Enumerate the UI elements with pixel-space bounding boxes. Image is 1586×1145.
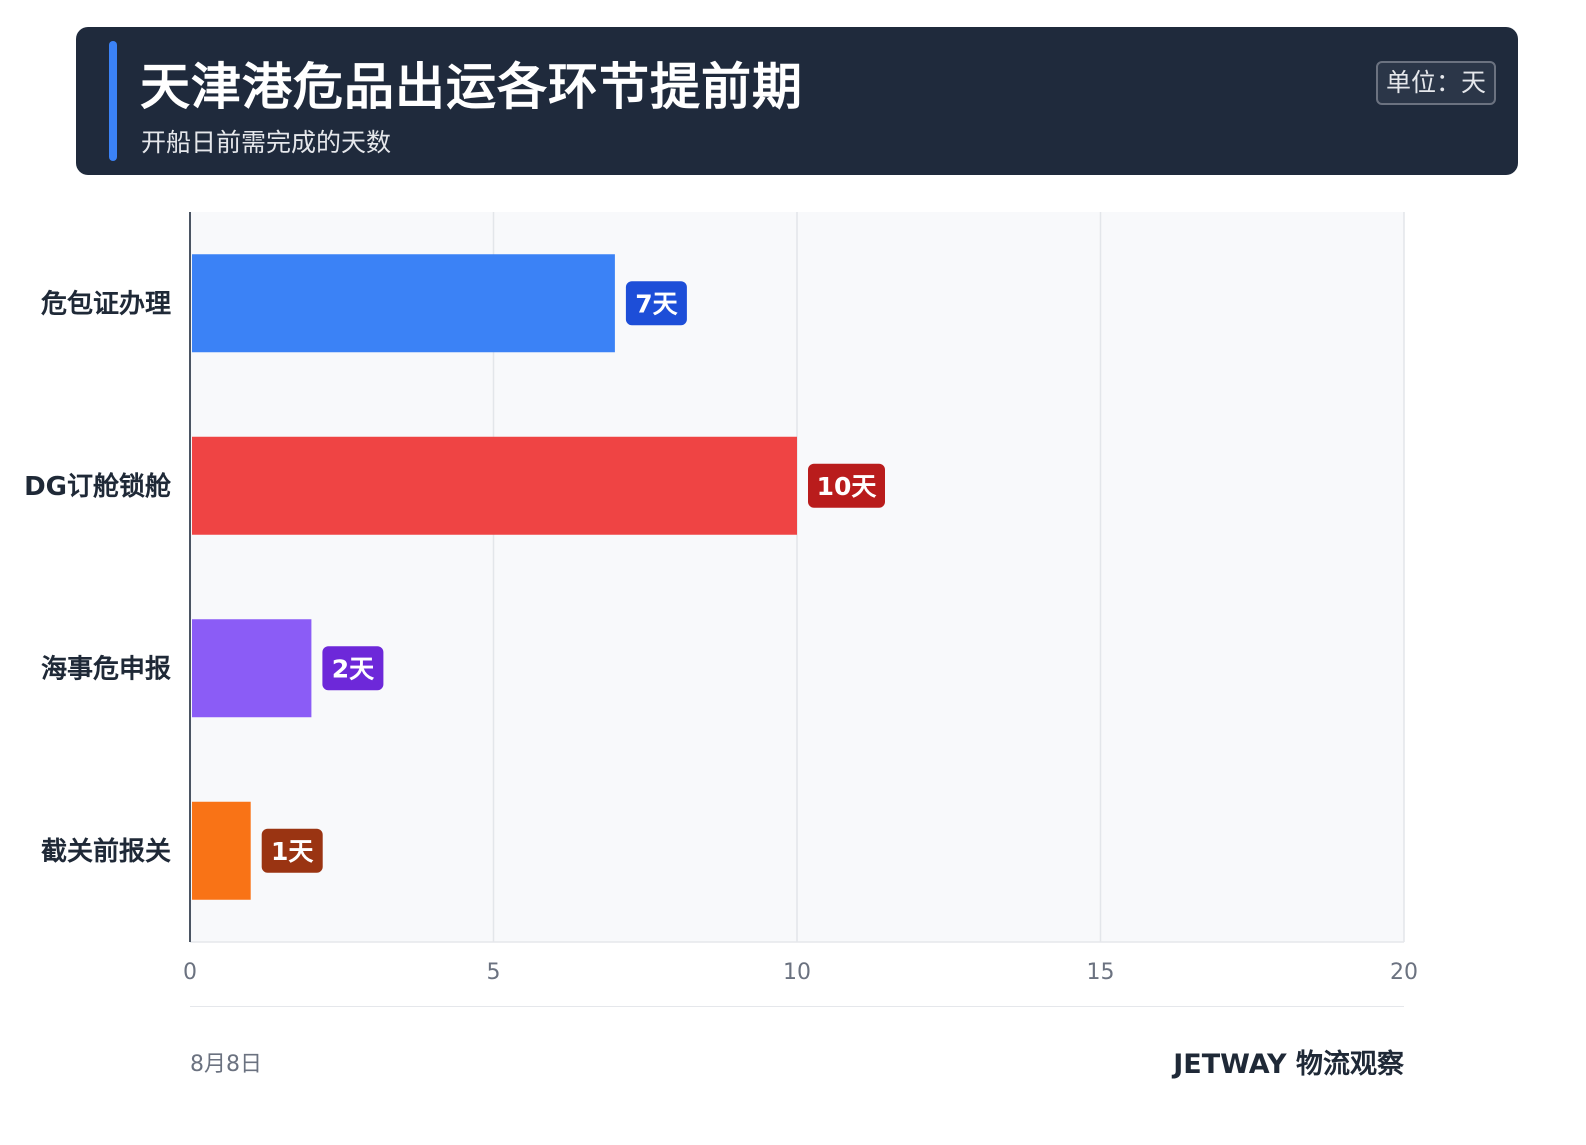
data-label-badge	[808, 463, 885, 508]
data-label-badge	[625, 281, 687, 326]
data-label-badge	[261, 828, 323, 873]
x-tick-label: 5	[487, 960, 501, 985]
bar	[192, 801, 251, 900]
footer-date: 8月8日	[190, 1052, 262, 1077]
data-label: 1天	[271, 837, 313, 866]
x-tick-label: 10	[783, 960, 811, 985]
x-tick-label: 0	[183, 960, 197, 985]
data-label: 2天	[332, 654, 374, 683]
header-accent-bar	[109, 41, 117, 161]
category-label: 海事危申报	[41, 653, 171, 684]
data-label: 7天	[635, 289, 677, 318]
category-label: 截关前报关	[41, 836, 171, 867]
chart-title: 天津港危品出运各环节提前期	[140, 58, 803, 116]
data-label-badge	[322, 646, 384, 691]
chart-subtitle: 开船日前需完成的天数	[141, 128, 392, 157]
footer-brand: JETWAY 物流观察	[1173, 1049, 1404, 1080]
data-label: 10天	[817, 472, 877, 501]
bar	[192, 619, 312, 718]
bar	[192, 436, 797, 535]
category-label: DG订舱锁舱	[24, 471, 172, 502]
header-banner: 天津港危品出运各环节提前期 开船日前需完成的天数 单位：天	[76, 27, 1518, 175]
category-label: 危包证办理	[41, 288, 171, 319]
x-tick-label: 15	[1087, 960, 1115, 985]
bar	[192, 254, 615, 353]
x-tick-label: 20	[1390, 960, 1418, 985]
footer-divider	[190, 1006, 1404, 1007]
unit-badge: 单位：天	[1375, 61, 1496, 105]
